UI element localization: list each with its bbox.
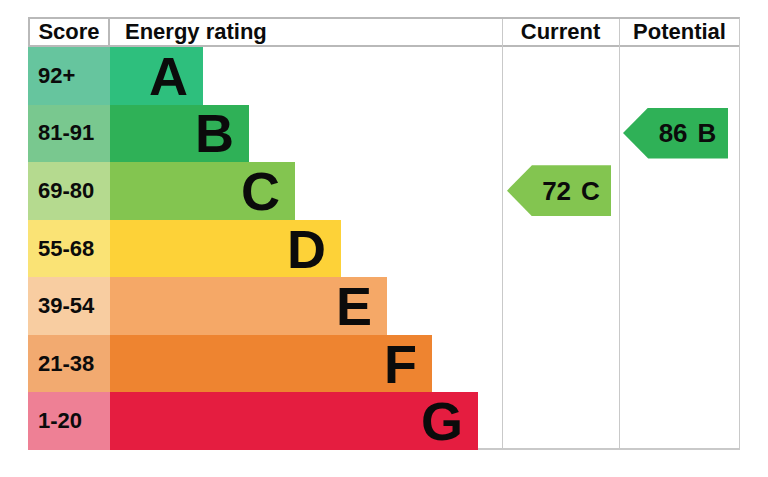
rating-letter: F (384, 337, 417, 391)
rating-table: Score Energy rating Current Potential 92… (28, 17, 740, 450)
score-range-label: 39-54 (38, 293, 94, 319)
score-range-label: 81-91 (38, 120, 94, 146)
current-column-header: Current (502, 19, 619, 45)
band-row-c: 69-80 C (28, 162, 739, 220)
score-range-label: 21-38 (38, 351, 94, 377)
potential-column-divider (619, 19, 620, 448)
rating-letter: B (195, 106, 234, 160)
potential-column-header: Potential (619, 19, 740, 45)
score-range-label: 55-68 (38, 236, 94, 262)
rating-bar-b: B (110, 105, 249, 163)
current-column-divider (502, 19, 503, 448)
score-range-cell-g: 1-20 (28, 392, 110, 450)
band-row-d: 55-68 D (28, 220, 739, 278)
rating-letter: D (287, 222, 326, 276)
score-range-cell-e: 39-54 (28, 277, 110, 335)
band-row-e: 39-54 E (28, 277, 739, 335)
rating-letter: A (149, 49, 188, 103)
rating-bar-e: E (110, 277, 387, 335)
potential-rating-letter: B (698, 120, 717, 146)
score-range-cell-c: 69-80 (28, 162, 110, 220)
rating-bar-d: D (110, 220, 341, 278)
energy-rating-column-header: Energy rating (110, 19, 502, 45)
epc-energy-rating-chart: Score Energy rating Current Potential 92… (0, 0, 768, 477)
score-range-label: 1-20 (38, 408, 82, 434)
potential-score-value: 86 (659, 120, 688, 146)
band-rows: 92+ A 81-91 B 69-80 C 55-68 D 39-54 E 21… (28, 47, 739, 450)
score-range-label: 69-80 (38, 178, 94, 204)
band-row-a: 92+ A (28, 47, 739, 105)
current-rating-letter: C (581, 178, 600, 204)
header-row: Score Energy rating Current Potential (28, 19, 739, 47)
rating-letter: C (241, 164, 280, 218)
score-range-cell-f: 21-38 (28, 335, 110, 393)
score-column-header: Score (28, 19, 110, 45)
score-range-cell-b: 81-91 (28, 105, 110, 163)
rating-bar-g: G (110, 392, 478, 450)
band-row-g: 1-20 G (28, 392, 739, 450)
rating-bar-a: A (110, 47, 203, 105)
score-range-cell-a: 92+ (28, 47, 110, 105)
score-range-cell-d: 55-68 (28, 220, 110, 278)
score-range-label: 92+ (38, 63, 75, 89)
rating-letter: E (336, 279, 372, 333)
rating-letter: G (421, 394, 463, 448)
rating-bar-f: F (110, 335, 432, 393)
rating-bar-c: C (110, 162, 295, 220)
band-row-f: 21-38 F (28, 335, 739, 393)
current-score-value: 72 (542, 178, 571, 204)
